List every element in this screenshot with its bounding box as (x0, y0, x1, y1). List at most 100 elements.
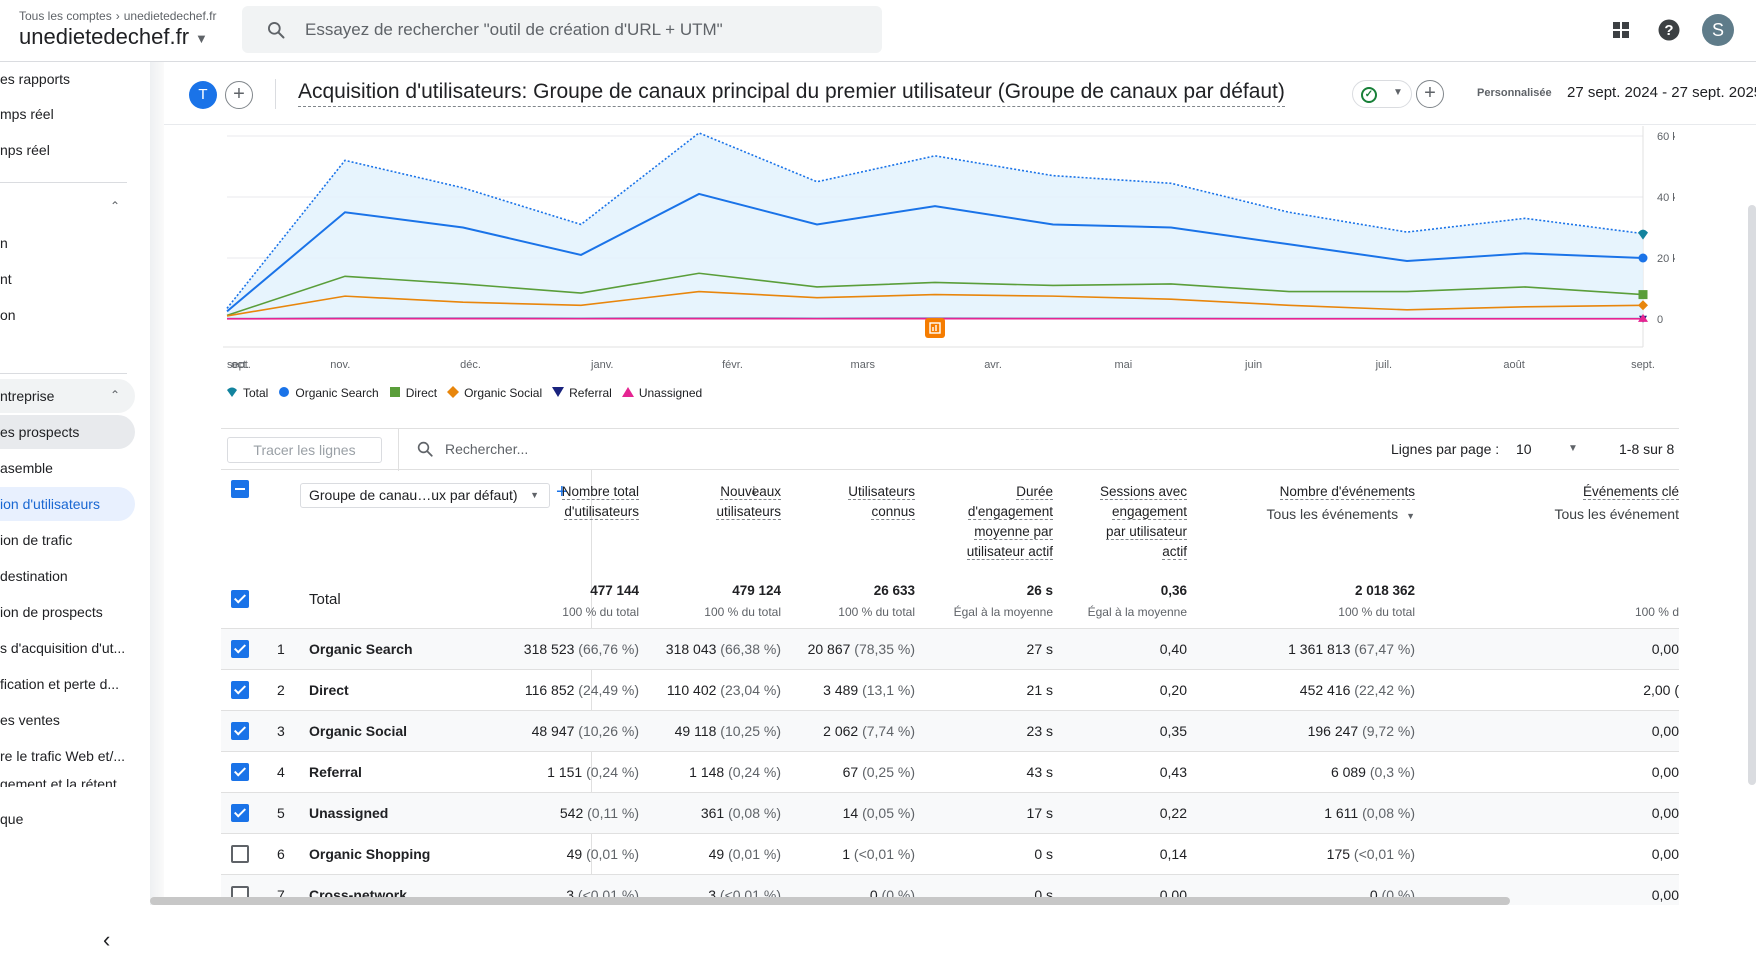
legend-label: Total (243, 386, 268, 400)
legend-item[interactable]: Organic Social (447, 386, 542, 400)
row-cell: 49 (0,01 %) (567, 846, 639, 862)
add-button[interactable]: + (1416, 80, 1444, 108)
sidebar-item-b[interactable]: nt (0, 262, 135, 296)
page-title[interactable]: Acquisition d'utilisateurs: Groupe de ca… (298, 80, 1285, 107)
cell-percent: (24,49 %) (578, 682, 639, 698)
breadcrumb[interactable]: Tous les comptes›unedietedechef.fr (19, 9, 216, 23)
row-checkbox[interactable] (231, 804, 249, 822)
legend-item[interactable]: Total (226, 386, 268, 400)
apps-grid-icon[interactable] (1607, 16, 1635, 44)
sidebar-item-realtime[interactable]: mps réel (0, 97, 135, 131)
comparison-avatar[interactable]: T (189, 81, 217, 109)
row-checkbox[interactable] (231, 722, 249, 740)
cell-percent: (0,08 %) (1362, 805, 1415, 821)
sidebar-item-engagement[interactable]: gement et la rétent... (0, 767, 135, 787)
row-channel-name[interactable]: Organic Shopping (309, 846, 430, 862)
row-channel-name[interactable]: Direct (309, 682, 349, 698)
col-engaged-sessions[interactable]: Sessions avec engagement par utilisateur… (1100, 482, 1187, 562)
row-channel-name[interactable]: Organic Search (309, 641, 413, 657)
col-known-users[interactable]: Utilisateurs connus (848, 482, 915, 522)
sidebar-item-overview[interactable]: asemble (0, 451, 135, 485)
row-index: 6 (277, 846, 285, 862)
row-channel-name[interactable]: Referral (309, 764, 362, 780)
col-total-users[interactable]: Nombre total d'utilisateurs (562, 482, 639, 522)
x-tick-label: nov. (330, 359, 350, 371)
cell-percent: (66,76 %) (578, 641, 639, 657)
row-cell: 110 402 (23,04 %) (667, 682, 781, 698)
legend-item[interactable]: Referral (552, 386, 612, 400)
collapse-sidebar-icon[interactable]: ‹ (103, 927, 110, 953)
row-index: 3 (277, 723, 285, 739)
search-bar[interactable]: Essayez de rechercher "outil de création… (242, 6, 882, 53)
add-comparison-button[interactable]: + (225, 81, 253, 109)
chevron-up-icon[interactable]: ⌃ (110, 388, 120, 402)
sidebar-item-realtime-pages[interactable]: nps réel (0, 133, 135, 167)
row-checkbox[interactable] (231, 640, 249, 658)
row-checkbox[interactable] (231, 763, 249, 781)
chevron-up-icon[interactable]: ⌃ (110, 199, 120, 213)
sidebar: es rapports mps réel nps réel ⌃ n nt on … (0, 62, 150, 905)
y-tick-label: 0 (1657, 314, 1663, 326)
annotation-icon[interactable] (925, 318, 945, 338)
total-percent: 100 % d (1635, 605, 1679, 619)
row-cell: 49 (0,01 %) (709, 846, 781, 862)
vertical-scrollbar[interactable] (1748, 205, 1756, 785)
col-key-events[interactable]: Événements clé Tous les événement (1554, 482, 1679, 524)
key-event-filter-select[interactable]: Tous les événement (1554, 504, 1679, 524)
horizontal-scrollbar[interactable] (150, 897, 1510, 905)
breadcrumb-account[interactable]: unedietedechef.fr (124, 9, 217, 23)
avatar[interactable]: S (1702, 14, 1734, 46)
sidebar-item-destination[interactable]: destination (0, 559, 135, 593)
sidebar-item-user-acquisition[interactable]: ion d'utilisateurs (0, 487, 135, 521)
legend-item[interactable]: Unassigned (622, 386, 702, 400)
row-cell: 196 247 (9,72 %) (1308, 723, 1415, 739)
legend-marker-icon (622, 386, 634, 398)
total-checkbox[interactable] (231, 590, 249, 608)
table-search-input[interactable]: Rechercher... (445, 441, 528, 457)
dimension-select[interactable]: Groupe de canau…ux par défaut) ▼ (300, 483, 550, 508)
row-checkbox[interactable] (231, 845, 249, 863)
sidebar-item-sales[interactable]: es ventes (0, 703, 135, 737)
legend-label: Unassigned (639, 386, 702, 400)
trace-lines-button[interactable]: Tracer les lignes (227, 437, 382, 463)
sidebar-item-c[interactable]: on (0, 298, 135, 332)
cell-value: 17 s (1027, 805, 1053, 821)
caret-down-icon[interactable]: ▼ (1568, 443, 1578, 454)
breadcrumb-all-accounts[interactable]: Tous les comptes (19, 9, 112, 23)
legend-label: Direct (406, 386, 437, 400)
event-filter-select[interactable]: Tous les événements▼ (1267, 504, 1415, 526)
row-channel-name[interactable]: Unassigned (309, 805, 388, 821)
col-header-line: connus (871, 504, 915, 520)
sidebar-item-lead-acquisition[interactable]: ion de prospects (0, 595, 135, 629)
sidebar-item-prospects[interactable]: es prospects (0, 415, 135, 449)
row-checkbox[interactable] (231, 681, 249, 699)
account-selector[interactable]: unedietedechef.fr▼ (19, 24, 208, 50)
legend-item[interactable]: Direct (389, 386, 437, 400)
sidebar-item-library[interactable]: que (0, 802, 135, 836)
rows-per-page-select[interactable]: 10 (1516, 441, 1532, 457)
account-name: unedietedechef.fr (19, 24, 189, 49)
sidebar-item-reports[interactable]: es rapports (0, 62, 135, 96)
sidebar-item-identification[interactable]: fication et perte d... (0, 667, 135, 701)
sidebar-divider (0, 373, 127, 374)
legend-item[interactable]: Organic Search (278, 386, 378, 400)
date-range[interactable]: 27 sept. 2024 - 27 sept. 2025 (1567, 84, 1756, 101)
sidebar-item-user-acquisition-cost[interactable]: s d'acquisition d'ut... (0, 631, 135, 665)
report-status-button[interactable]: ✓ ▼ (1352, 80, 1412, 108)
col-event-count[interactable]: Nombre d'événements Tous les événements▼ (1267, 482, 1415, 526)
sidebar-item-traffic-acquisition[interactable]: ion de trafic (0, 523, 135, 557)
help-icon[interactable]: ? (1655, 16, 1683, 44)
col-engagement-duration[interactable]: Durée d'engagement moyenne par utilisate… (967, 482, 1053, 562)
row-cell: 17 s (1027, 805, 1053, 821)
row-channel-name[interactable]: Organic Social (309, 723, 407, 739)
col-new-users[interactable]: Nouveaux utilisateurs (716, 482, 781, 522)
sidebar-item-a[interactable]: n (0, 226, 135, 260)
select-all-checkbox[interactable] (231, 480, 249, 498)
cell-value: 23 s (1027, 723, 1053, 739)
